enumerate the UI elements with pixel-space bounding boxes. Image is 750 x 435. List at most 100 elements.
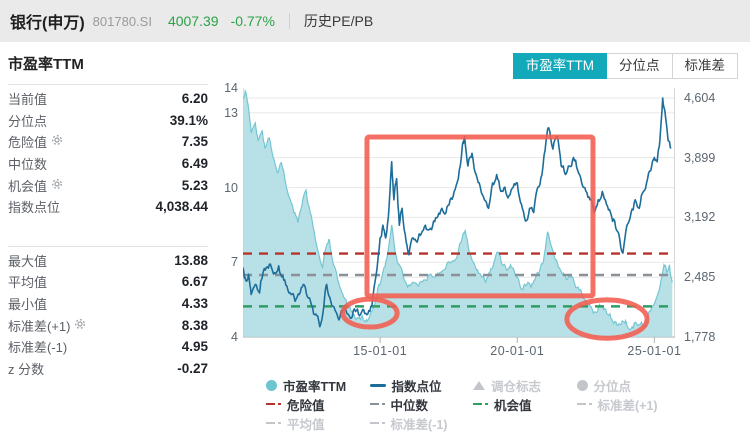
pe-ttm-area-outline (243, 88, 673, 331)
stat-value: 4.33 (181, 296, 208, 312)
legend-dashdot-icon (266, 402, 281, 406)
panel-title: 市盈率TTM (8, 56, 84, 73)
stat-value: 4,038.44 (155, 199, 208, 215)
stat-label: 当前值 (8, 92, 48, 108)
stat-bottom-row: z 分数 -0.27 (8, 358, 208, 380)
y-axis-right-tick: 3,899 (684, 150, 716, 165)
x-axis-tick: 15-01-01 (353, 344, 408, 358)
stat-label: 危险值 (8, 132, 63, 151)
stat-value: 5.23 (181, 177, 208, 193)
legend-line-icon (369, 383, 386, 387)
chart-legend: 市盈率TTM 指数点位 调仓标志 分位点危险值 中位数 机会值 标准差(+1) 平均值 标准差(… (266, 377, 736, 433)
legend-dashdot-icon (473, 402, 488, 406)
y-axis-left-tick: 14 (224, 81, 238, 95)
x-axis-tick: 20-01-01 (490, 344, 545, 358)
history-pe-pb-nav[interactable]: 历史PE/PB (303, 13, 374, 29)
tab-分位点[interactable]: 分位点 (606, 53, 673, 79)
stat-label: 平均值 (8, 275, 48, 291)
stat-settings-button[interactable] (51, 134, 63, 149)
stat-label: 标准差(-1) (8, 340, 68, 356)
stat-label: 指数点位 (8, 200, 61, 216)
legend-label: 分位点 (593, 379, 632, 394)
tab-标准差[interactable]: 标准差 (671, 53, 738, 79)
stat-settings-button[interactable] (51, 178, 63, 193)
legend-item-调仓标志[interactable]: 调仓标志 (473, 377, 542, 394)
index-points-line (243, 97, 672, 328)
stat-top-row: 危险值 7.35 (8, 131, 208, 153)
metric-tabs: 市盈率TTM 分位点 标准差 (512, 53, 738, 79)
gear-icon (52, 135, 63, 146)
stat-top-row: 中位数 6.49 (8, 153, 208, 175)
stat-top-row: 当前值 6.20 (8, 88, 208, 110)
stat-value: 7.35 (181, 134, 208, 150)
y-axis-left-tick: 7 (231, 255, 238, 270)
y-axis-right-tick: 3,192 (684, 210, 716, 225)
stat-value: -0.27 (177, 360, 208, 376)
legend-label: 标准差(+1) (597, 398, 658, 413)
legend-item-机会值[interactable]: 机会值 (473, 396, 532, 413)
legend-item-标准差(+1)[interactable]: 标准差(+1) (576, 396, 658, 413)
y-axis-right-tick: 4,604 (684, 91, 716, 105)
stats-list-top: 当前值 6.20 分位点 39.1% 危险值 7.35 中位数 6.49 机会值 5.23 指数点位… (8, 88, 208, 218)
legend-item-市盈率TTM[interactable]: 市盈率TTM (266, 377, 347, 394)
legend-item-标准差(-1)[interactable]: 标准差(-1) (369, 415, 448, 432)
legend-item-危险值[interactable]: 危险值 (266, 396, 325, 413)
legend-dashdot-icon (369, 402, 385, 406)
plot-area[interactable] (243, 88, 675, 349)
header-bar: 银行(申万) 801780.SI 4007.39 -0.77% 历史PE/PB (0, 0, 750, 42)
legend-circle-icon (266, 379, 277, 391)
index-change-percent: -0.77% (230, 13, 275, 29)
stat-label: 最大值 (8, 253, 48, 269)
stats-panel: 市盈率TTM 当前值 6.20 分位点 39.1% 危险值 7.35 中位数 6.49 机会值 5… (8, 42, 208, 379)
legend-item-分位点[interactable]: 分位点 (576, 377, 632, 394)
legend-circle-icon (576, 379, 588, 391)
stat-bottom-row: 标准差(+1) 8.38 (8, 314, 208, 336)
index-price: 4007.39 (167, 13, 219, 29)
legend-triangle-icon (473, 380, 485, 390)
stats-list-bottom: 最大值 13.88 平均值 6.67 最小值 4.33 标准差(+1) 8.38 标准差(-1)… (8, 250, 208, 380)
legend-label: 中位数 (390, 398, 429, 413)
tab-市盈率TTM[interactable]: 市盈率TTM (512, 53, 607, 79)
legend-label: 市盈率TTM (283, 379, 347, 394)
legend-label: 标准差(-1) (390, 417, 448, 432)
stat-bottom-row: 最小值 4.33 (8, 293, 208, 315)
stat-label: 机会值 (8, 176, 63, 195)
legend-item-指数点位[interactable]: 指数点位 (369, 377, 442, 394)
stat-value: 8.38 (181, 317, 208, 333)
legend-label: 危险值 (287, 398, 325, 413)
stat-top-row: 分位点 39.1% (8, 110, 208, 132)
y-axis-left-tick: 10 (224, 180, 238, 195)
stat-value: 39.1% (169, 112, 208, 128)
index-code: 801780.SI (92, 13, 152, 29)
gear-icon (52, 178, 63, 189)
stat-bottom-row: 最大值 13.88 (8, 250, 208, 272)
y-axis-right-tick: 1,778 (684, 330, 716, 344)
annotation-ellipse-2 (564, 297, 650, 341)
header-divider (288, 13, 290, 29)
legend-item-中位数[interactable]: 中位数 (369, 396, 429, 413)
legend-label: 平均值 (287, 417, 325, 432)
stat-value: 6.67 (181, 274, 208, 290)
annotation-rectangle (364, 134, 596, 299)
stat-bottom-row: 平均值 6.67 (8, 271, 208, 293)
stat-bottom-row: 标准差(-1) 4.95 (8, 336, 208, 358)
stat-value: 13.88 (174, 252, 208, 268)
legend-item-平均值[interactable]: 平均值 (266, 415, 325, 432)
stat-label: 中位数 (8, 157, 48, 173)
legend-label: 机会值 (494, 398, 532, 413)
panel-divider-bottom (8, 245, 208, 247)
legend-label: 调仓标志 (491, 379, 542, 394)
y-axis-left-tick: 4 (231, 330, 238, 344)
stat-settings-button[interactable] (74, 318, 86, 333)
x-axis-tick: 25-01-01 (627, 344, 682, 358)
stat-label: z 分数 (8, 361, 45, 377)
stat-value: 4.95 (181, 339, 208, 355)
y-axis-left-tick: 13 (224, 105, 238, 120)
gear-icon (75, 318, 86, 329)
y-axis-right-tick: 2,485 (684, 270, 716, 285)
stat-top-row: 机会值 5.23 (8, 174, 208, 196)
stat-top-row: 指数点位 4,038.44 (8, 196, 208, 218)
stat-label: 标准差(+1) (8, 316, 86, 335)
legend-dashdot-icon (576, 402, 592, 406)
